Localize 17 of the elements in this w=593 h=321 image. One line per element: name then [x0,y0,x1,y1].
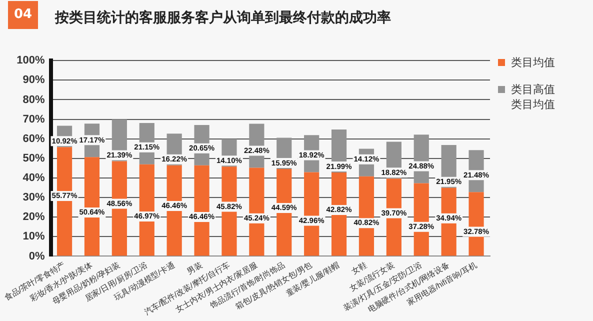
y-tick-label: 70% [22,113,46,126]
y-tick-label: 30% [22,192,46,204]
y-tick-label: 60% [22,132,46,145]
y-tick-label: 10% [22,230,46,243]
y-tick-label: 50% [22,152,46,164]
y-tick-label: 80% [22,94,46,106]
x-tick-label: 女鞋 [350,260,369,276]
legend-label: 类目高值类目均值 [511,82,556,112]
chart-title: 按类目统计的客服服务客户从询单到最终付款的成功率 [55,9,391,27]
y-tick-label: 40% [22,172,46,184]
y-tick-label: 90% [22,74,46,86]
text: 04 [8,1,38,29]
legend-label: 类目均值 [511,55,556,70]
y-tick-label: 0% [28,250,46,262]
y-tick-label: 20% [22,211,46,224]
y-tick-label: 100% [16,54,46,67]
x-tick-label: 男装 [186,260,204,276]
